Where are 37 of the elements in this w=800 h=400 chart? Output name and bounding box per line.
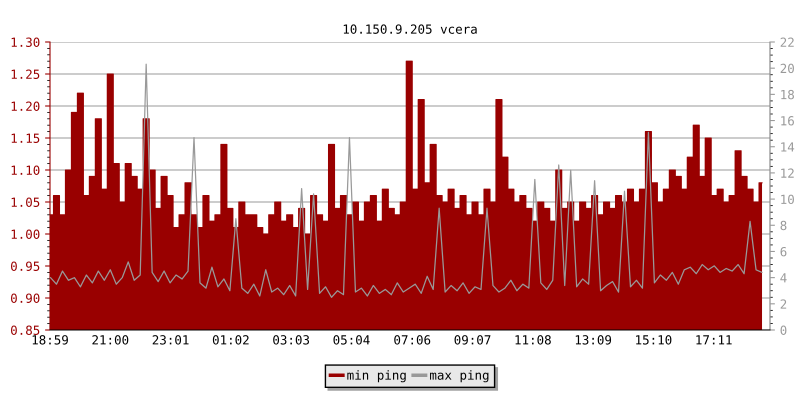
x-tick-label: 17:11 [696, 335, 732, 344]
y2-tick-label: 8 [780, 220, 786, 230]
y-tick-label: 1.30 [12, 38, 40, 47]
y2-tick-label: 22 [780, 38, 794, 47]
y-tick-label: 0.85 [10, 326, 40, 335]
x-tick-label: 15:10 [636, 335, 672, 345]
y2-tick-label: 2 [780, 299, 786, 309]
x-tick-label: 03:03 [273, 335, 310, 345]
x-tick-label: 21:00 [92, 335, 128, 345]
y-tick-label: 1.20 [12, 102, 40, 111]
y2-tick-label: 12 [781, 168, 794, 178]
x-tick-label: 13:09 [576, 335, 612, 345]
x-tick-label: 05:04 [333, 335, 370, 345]
x-tick-label: 11:08 [516, 335, 551, 345]
y-tick-label: 0.95 [10, 262, 40, 271]
y2-tick-label: 4 [780, 273, 787, 282]
y2-tick-label: 16 [781, 116, 794, 126]
x-tick-label: 23:01 [152, 335, 189, 345]
y2-tick-label: 0 [780, 326, 786, 335]
legend-label: max ping [430, 370, 488, 382]
y-tick-label: 1.15 [12, 134, 40, 143]
x-tick-label: 18:59 [32, 335, 68, 345]
y-tick-label: 1.00 [12, 230, 40, 239]
y-tick-label: 1.05 [12, 198, 40, 207]
x-tick-label: 07:06 [394, 335, 430, 345]
legend-label: min ping [347, 370, 406, 382]
chart-title: 10.150.9.205 vcera [344, 24, 477, 34]
x-tick-label: 09:07 [454, 335, 490, 345]
y2-tick-label: 10 [781, 194, 794, 204]
y2-tick-label: 6 [780, 246, 786, 256]
y-tick-label: 1.10 [12, 166, 40, 175]
y-tick-label: 1.25 [12, 70, 40, 79]
y2-tick-label: 20 [780, 64, 794, 74]
y2-tick-label: 14 [781, 142, 794, 152]
y-tick-label: 0.90 [10, 294, 40, 303]
y2-tick-label: 18 [781, 90, 794, 100]
x-tick-label: 01:02 [212, 335, 249, 345]
